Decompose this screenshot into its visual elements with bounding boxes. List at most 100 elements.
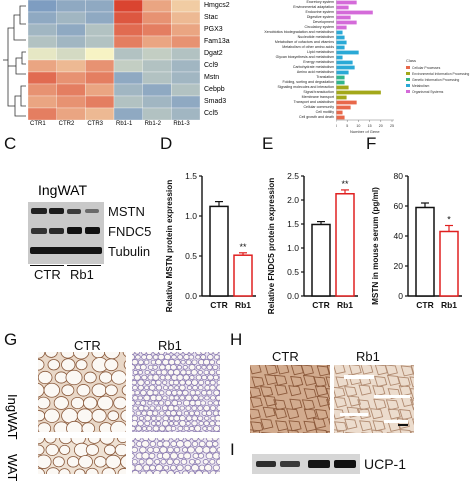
adipocyte bbox=[187, 386, 191, 390]
pathway-bar bbox=[337, 116, 345, 120]
tick-label: 0.5 bbox=[185, 251, 197, 261]
adipocyte bbox=[216, 370, 220, 375]
adipocyte bbox=[44, 409, 59, 422]
pathway-bar bbox=[337, 81, 345, 85]
adipocyte bbox=[150, 441, 156, 446]
adipocyte bbox=[114, 397, 126, 409]
adipocyte bbox=[108, 411, 119, 421]
panel-letter-i: I bbox=[230, 440, 235, 460]
pathway-bar bbox=[337, 111, 343, 115]
pathway-bar bbox=[337, 61, 353, 65]
adipocyte bbox=[203, 447, 210, 453]
heatmap-cell bbox=[57, 0, 86, 12]
adipocyte bbox=[156, 395, 162, 401]
heatmap-cell bbox=[171, 96, 200, 108]
legend-swatch bbox=[406, 78, 410, 81]
adipocyte bbox=[150, 406, 155, 411]
pathway-bar bbox=[337, 86, 349, 90]
adipocyte bbox=[199, 421, 204, 425]
adipocyte bbox=[184, 426, 189, 431]
adipocyte bbox=[217, 406, 220, 411]
significance-label: ** bbox=[239, 242, 247, 252]
adipocyte bbox=[163, 416, 169, 421]
pathway-bar bbox=[337, 16, 351, 20]
adipocyte bbox=[195, 426, 201, 432]
adipocyte bbox=[217, 448, 220, 453]
gene-label: Stac bbox=[204, 14, 218, 21]
adipocyte bbox=[156, 380, 161, 385]
legend-swatch bbox=[406, 90, 410, 93]
band bbox=[30, 247, 102, 254]
adipocyte bbox=[161, 370, 167, 375]
adipocyte bbox=[204, 431, 209, 432]
group-label: Rb1 bbox=[70, 267, 94, 282]
row-label: WAT bbox=[6, 460, 26, 480]
adipocyte bbox=[158, 354, 164, 360]
pathway-term: Cell growth and death bbox=[299, 115, 334, 120]
bar bbox=[416, 208, 434, 297]
adipocyte bbox=[191, 464, 198, 471]
adipocyte bbox=[183, 400, 189, 406]
band bbox=[85, 227, 100, 234]
adipocyte bbox=[210, 447, 217, 453]
bar bbox=[336, 194, 354, 296]
adipocyte bbox=[138, 421, 144, 426]
adipocyte bbox=[203, 359, 209, 365]
adipocyte bbox=[198, 406, 203, 411]
adipocyte bbox=[140, 401, 145, 406]
adipocyte bbox=[213, 426, 219, 432]
adipocyte bbox=[177, 390, 183, 395]
category-label: Rb1 bbox=[235, 300, 251, 310]
adipocyte bbox=[156, 406, 161, 410]
adipocyte bbox=[174, 421, 179, 425]
pathway-bar bbox=[337, 106, 351, 110]
significance-label: * bbox=[447, 215, 451, 225]
adipocyte bbox=[212, 438, 218, 441]
adipocyte bbox=[177, 365, 181, 369]
y-axis-label: Relative FNDC5 protein expression bbox=[267, 178, 276, 315]
adipocyte bbox=[217, 380, 220, 385]
adipocyte bbox=[66, 421, 82, 432]
adipocyte bbox=[213, 365, 218, 370]
gene-label: Ccl9 bbox=[204, 62, 218, 69]
adipocyte bbox=[132, 416, 138, 421]
band bbox=[31, 208, 47, 214]
adipocyte bbox=[192, 421, 198, 426]
pathway-bar bbox=[337, 26, 347, 30]
adipocyte bbox=[115, 444, 126, 456]
adipocyte bbox=[169, 421, 173, 425]
adipocyte bbox=[133, 370, 138, 374]
legend-label: Environmental Information Processing bbox=[412, 72, 469, 76]
adipocyte bbox=[169, 396, 174, 401]
adipocyte bbox=[207, 390, 212, 395]
adipocyte bbox=[186, 416, 192, 421]
adipocyte bbox=[178, 438, 184, 441]
adipocyte bbox=[135, 438, 141, 441]
y-axis-label: Relative MSTN protein expression bbox=[165, 180, 174, 312]
adipocyte bbox=[145, 370, 150, 374]
adipocyte bbox=[145, 421, 150, 426]
adipocyte bbox=[142, 411, 147, 416]
heatmap-cell bbox=[171, 24, 200, 36]
heatmap-cell bbox=[114, 0, 143, 12]
adipocyte bbox=[153, 426, 159, 431]
adipocyte bbox=[132, 441, 135, 447]
group-label: CTR bbox=[34, 267, 61, 282]
band-label: FNDC5 bbox=[108, 224, 151, 239]
adipocyte bbox=[184, 453, 191, 459]
adipocyte bbox=[146, 354, 152, 359]
adipocyte bbox=[168, 386, 173, 390]
adipocyte bbox=[199, 438, 204, 440]
gene-label: Dgat2 bbox=[204, 50, 223, 57]
heatmap-cell bbox=[28, 36, 57, 48]
adipocyte bbox=[177, 375, 183, 381]
heatmap-cell bbox=[57, 72, 86, 84]
adipocyte bbox=[210, 421, 215, 426]
category-label: CTR bbox=[416, 300, 433, 310]
heatmap-cell bbox=[143, 48, 172, 60]
legend-entry: Metabolism bbox=[406, 83, 472, 88]
column-label: CTR bbox=[272, 349, 299, 364]
adipocyte bbox=[165, 400, 171, 405]
legend-label: Genetic Information Processing bbox=[412, 78, 459, 82]
